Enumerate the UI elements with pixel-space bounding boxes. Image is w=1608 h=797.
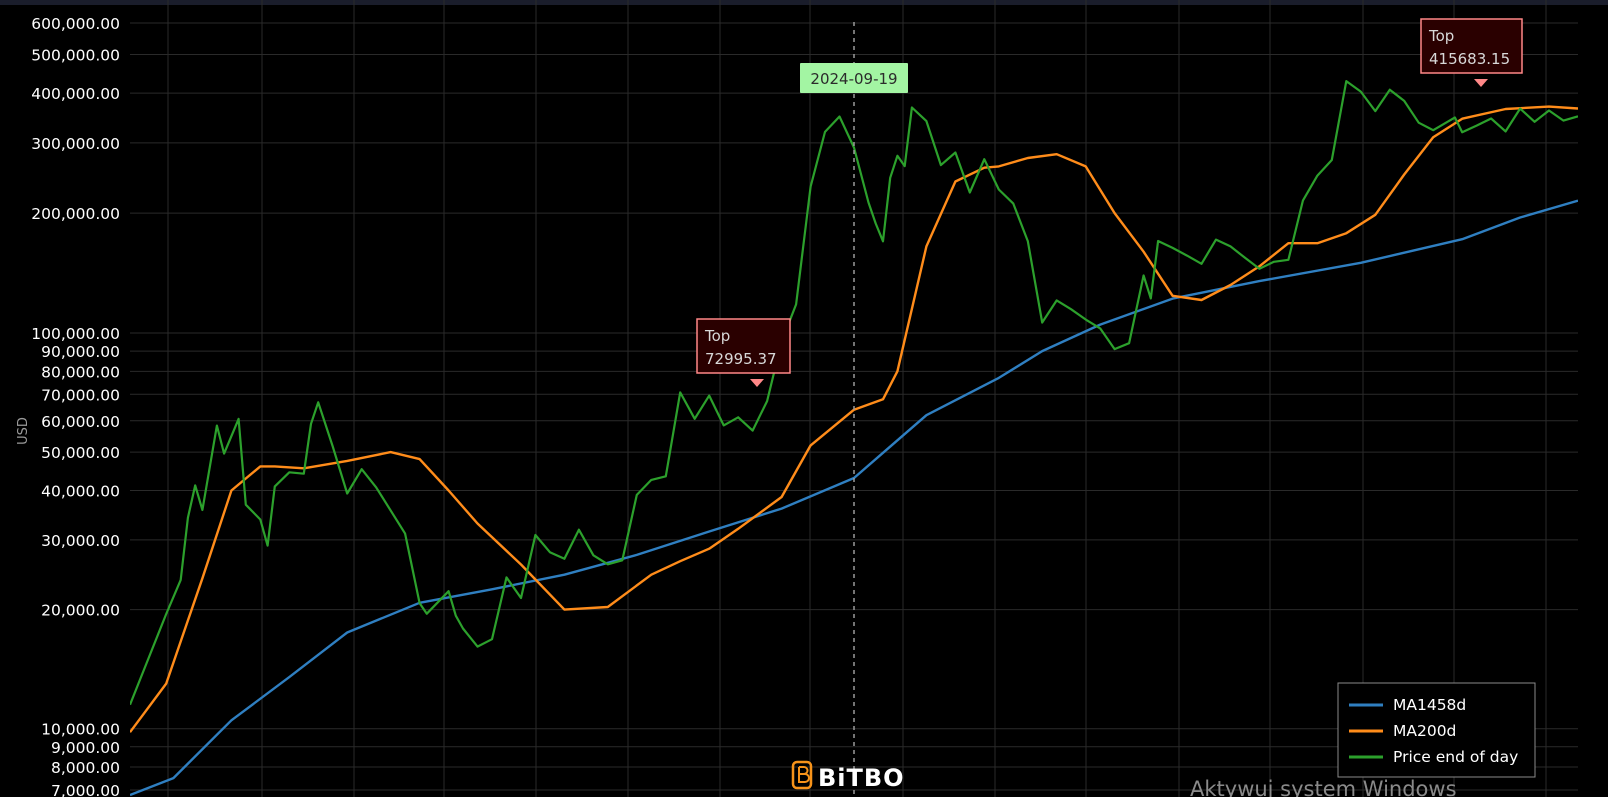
y-tick-label: 300,000.00 xyxy=(31,135,120,153)
y-tick-label: 80,000.00 xyxy=(41,363,120,381)
y-axis-label: USD xyxy=(16,417,31,445)
legend-label-ma1458: MA1458d xyxy=(1393,696,1466,714)
y-tick-label: 60,000.00 xyxy=(41,413,120,431)
y-tick-label: 8,000.00 xyxy=(51,759,120,777)
top-annotation-1: Top 72995.37 xyxy=(696,318,791,387)
y-tick-label: 20,000.00 xyxy=(41,602,120,620)
date-marker-box: 2024-09-19 xyxy=(800,63,908,93)
window-top-bar xyxy=(0,0,1608,5)
series-line-ma1458 xyxy=(130,199,1578,797)
top-annotation-1-value: 72995.37 xyxy=(705,350,777,368)
bitcoin-b-icon xyxy=(791,760,813,790)
top-annotation-1-label: Top xyxy=(704,327,730,345)
windows-activation-watermark: Aktywuj system Windows xyxy=(1190,777,1457,797)
y-tick-label: 70,000.00 xyxy=(41,386,120,404)
y-tick-label: 90,000.00 xyxy=(41,343,120,361)
series-line-ma200 xyxy=(130,105,1578,733)
series-line-price xyxy=(130,80,1578,706)
top-annotation-2-label: Top xyxy=(1428,27,1454,45)
y-tick-label: 400,000.00 xyxy=(31,85,120,103)
legend-label-ma200: MA200d xyxy=(1393,722,1456,740)
y-tick-label: 500,000.00 xyxy=(31,47,120,65)
y-tick-label: 10,000.00 xyxy=(41,721,120,739)
legend-label-price: Price end of day xyxy=(1393,748,1518,766)
vertical-grid xyxy=(167,0,1547,797)
top-annotation-2-value: 415683.15 xyxy=(1429,50,1510,68)
date-marker-label: 2024-09-19 xyxy=(810,70,897,88)
y-tick-label: 7,000.00 xyxy=(51,782,120,797)
series-layer xyxy=(130,80,1578,797)
y-tick-label: 200,000.00 xyxy=(31,205,120,223)
top-annotation-1-arrow xyxy=(750,379,764,387)
y-tick-label: 50,000.00 xyxy=(41,444,120,462)
y-tick-label: 40,000.00 xyxy=(41,482,120,500)
y-axis-ticks: 600,000.00 500,000.00 400,000.00 300,000.00… xyxy=(31,15,120,797)
y-tick-label: 600,000.00 xyxy=(31,15,120,33)
y-tick-label: 100,000.00 xyxy=(31,325,120,343)
bitbo-logo: BiTBO xyxy=(791,760,905,792)
y-tick-label: 30,000.00 xyxy=(41,532,120,550)
logo-text: BiTBO xyxy=(818,764,905,792)
top-annotation-2: Top 415683.15 xyxy=(1420,18,1523,87)
legend[interactable]: MA1458d MA200d Price end of day xyxy=(1337,682,1536,778)
top-annotation-2-arrow xyxy=(1474,79,1488,87)
y-tick-label: 9,000.00 xyxy=(51,739,120,757)
